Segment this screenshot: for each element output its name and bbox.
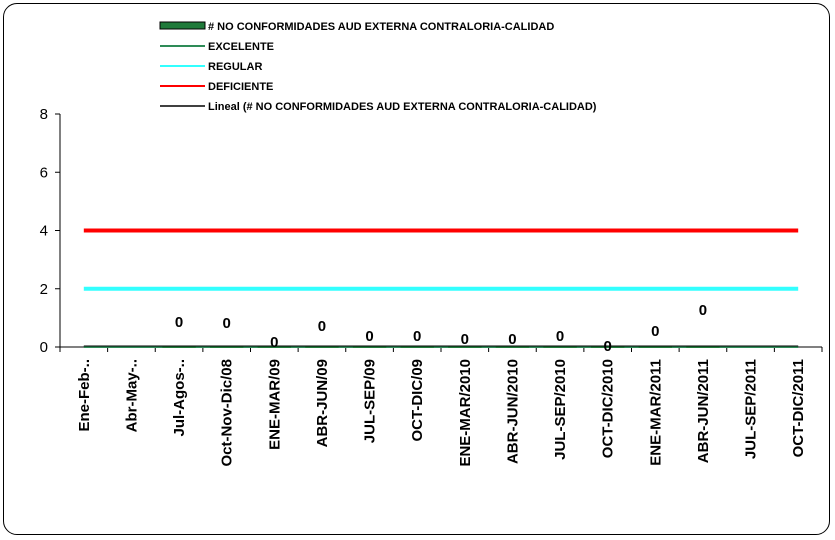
bar (352, 346, 387, 348)
data-label: 0 (556, 328, 564, 345)
legend-label: EXCELENTE (208, 41, 274, 53)
x-tick-label: ABR-JUN/2011 (695, 359, 712, 463)
bar (210, 346, 244, 348)
y-tick-label: 4 (40, 223, 48, 240)
bar (543, 346, 577, 348)
x-tick-label: OCT-DIC/2010 (600, 359, 617, 458)
legend-label: DEFICIENTE (208, 81, 273, 93)
legend-label: # NO CONFORMIDADES AUD EXTERNA CONTRALOR… (208, 21, 554, 33)
x-tick-label: JUL-SEP/09 (362, 359, 379, 443)
y-tick-label: 6 (40, 164, 48, 181)
x-tick-label: ENE-MAR/2011 (647, 359, 664, 466)
data-label: 0 (651, 323, 659, 340)
x-tick-label: Abr-May-.. (123, 359, 140, 432)
x-tick-label: OCT-DIC/2011 (790, 359, 807, 457)
x-tick-label: Ene-Feb-.. (76, 359, 93, 432)
y-tick-label: 0 (40, 339, 48, 356)
data-label: 0 (413, 328, 421, 345)
bar (257, 346, 291, 348)
bar (162, 346, 196, 348)
legend-label: Lineal (# NO CONFORMIDADES AUD EXTERNA C… (208, 101, 597, 113)
data-label: 0 (699, 302, 707, 319)
x-tick-label: ENE-MAR/09 (266, 359, 283, 450)
x-tick-label: Jul-Agos-.. (171, 359, 188, 437)
x-tick-label: ABR-JUN/2010 (504, 359, 521, 464)
data-label: 0 (270, 334, 278, 351)
legend: # NO CONFORMIDADES AUD EXTERNA CONTRALOR… (159, 21, 597, 113)
x-tick-label: ABR-JUN/09 (314, 359, 331, 447)
y-tick-label: 2 (40, 281, 48, 298)
legend-swatch-bar (159, 21, 206, 30)
data-label: 0 (223, 315, 231, 332)
legend-label: REGULAR (208, 61, 262, 73)
x-tick-label: Oct-Nov-Dic/08 (219, 359, 236, 467)
bar (448, 346, 482, 348)
data-label: 0 (365, 328, 373, 345)
y-tick-label: 8 (40, 106, 48, 123)
plot-area: 0 2 4 6 8 Ene-Feb-.. Abr-May-.. Jul-Agos-.. Oct-… (40, 106, 823, 467)
bar (591, 346, 625, 348)
x-tick-label: OCT-DIC/09 (409, 359, 426, 442)
data-label: 0 (461, 331, 469, 348)
bar (495, 346, 530, 348)
x-tick-label: JUL-SEP/2011 (743, 359, 760, 459)
data-label: 0 (508, 331, 516, 348)
x-tick-label: ENE-MAR/2010 (457, 359, 474, 467)
chart-frame (3, 3, 830, 535)
bar (638, 346, 672, 348)
data-label: 0 (318, 318, 326, 335)
bar (305, 346, 339, 348)
x-tick-label: JUL-SEP/2010 (552, 359, 569, 460)
bar (686, 346, 720, 348)
data-label: 0 (175, 314, 183, 331)
bar (400, 346, 434, 348)
